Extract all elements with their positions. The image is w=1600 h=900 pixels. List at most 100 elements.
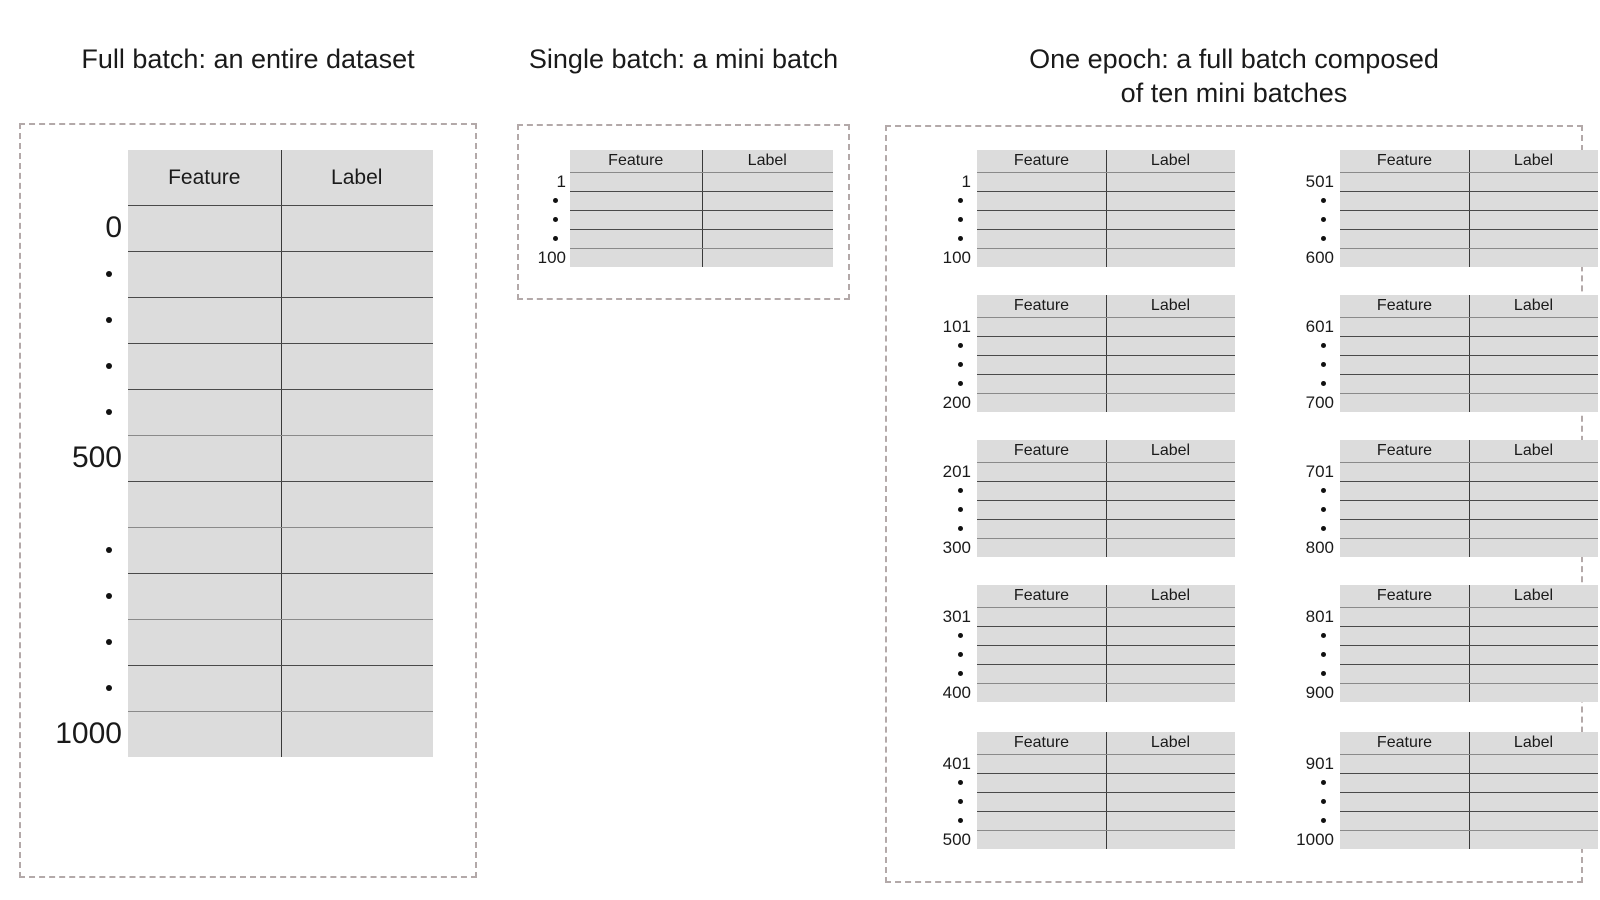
table-body-mini-batch: Feature Label (1340, 585, 1598, 702)
row-index-dot (1278, 229, 1334, 248)
table-row (1340, 355, 1598, 374)
column-header-feature: Feature (168, 165, 241, 189)
row-index-value: 501 (1305, 171, 1334, 191)
table-row (1340, 248, 1598, 267)
row-index-dot (40, 665, 122, 711)
row-index-label: 400 (915, 683, 971, 702)
row-index-label: 401 (915, 754, 971, 773)
row-label-column-mini-batch: 601 700 (1278, 295, 1334, 412)
mini-batch-table: 901 1000 Feature Label (1296, 732, 1598, 849)
column-header-label: Label (1150, 587, 1191, 604)
row-label-column-mini-batch: 1 100 (915, 150, 971, 267)
table-row (977, 248, 1235, 267)
row-index-value: 201 (942, 461, 971, 481)
row-index-dot (915, 626, 971, 645)
row-label-column-mini-batch: 101 200 (915, 295, 971, 412)
row-index-blank (915, 295, 971, 317)
cell-label (1469, 520, 1598, 538)
cell-label (1106, 812, 1235, 830)
cell-label (1469, 192, 1598, 210)
cell-feature (570, 230, 702, 248)
table-row (1340, 336, 1598, 355)
cell-label (281, 298, 434, 343)
dot-icon (1321, 799, 1326, 804)
table-row (128, 573, 433, 619)
row-index-label: 1 (510, 172, 566, 191)
row-index-value: 100 (942, 247, 971, 267)
row-index-label: 200 (915, 393, 971, 412)
dot-icon (1321, 507, 1326, 512)
table-row (977, 519, 1235, 538)
cell-feature (570, 192, 702, 210)
cell-label (1469, 831, 1598, 849)
cell-feature (1340, 684, 1469, 702)
table-row (977, 500, 1235, 519)
row-index-blank (1278, 585, 1334, 607)
cell-feature (977, 646, 1106, 664)
cell-feature (977, 249, 1106, 267)
group-box-full-batch (19, 123, 477, 878)
table-row (1340, 481, 1598, 500)
row-index-label: 601 (1278, 317, 1334, 336)
row-index-blank (1278, 732, 1334, 754)
cell-label (702, 230, 834, 248)
cell-feature (128, 712, 281, 757)
cell-feature (1340, 608, 1469, 626)
row-index-label: 100 (510, 248, 566, 267)
cell-feature (977, 684, 1106, 702)
cell-label (1106, 337, 1235, 355)
row-index-value: 500 (71, 441, 122, 474)
table-row (570, 191, 833, 210)
table-header-row: Feature Label (570, 150, 833, 172)
row-index-label: 901 (1278, 754, 1334, 773)
cell-feature (1340, 356, 1469, 374)
cell-label (1106, 192, 1235, 210)
table-row (977, 229, 1235, 248)
table-row (1340, 754, 1598, 773)
cell-feature (977, 211, 1106, 229)
row-index-value: 401 (942, 753, 971, 773)
row-index-dot (40, 297, 122, 343)
table-row (977, 355, 1235, 374)
row-index-dot (40, 619, 122, 665)
cell-feature (128, 252, 281, 297)
row-index-value: 1000 (1296, 829, 1334, 849)
cell-label (281, 344, 434, 389)
dot-icon (958, 671, 963, 676)
dot-icon (1321, 671, 1326, 676)
cell-label (1106, 394, 1235, 412)
table-row (977, 664, 1235, 683)
table-header-row: Feature Label (977, 295, 1235, 317)
cell-feature (128, 390, 281, 435)
row-label-column-full-batch: 0 500 1000 (40, 150, 122, 757)
row-index-blank (1278, 295, 1334, 317)
cell-label (1469, 665, 1598, 683)
table-row (977, 607, 1235, 626)
dot-icon (1321, 780, 1326, 785)
dot-icon (106, 271, 112, 277)
dot-icon (106, 685, 112, 691)
row-index-label: 201 (915, 462, 971, 481)
dot-icon (1321, 526, 1326, 531)
table-row (977, 773, 1235, 792)
row-index-label: 1000 (40, 711, 122, 757)
dot-icon (1321, 217, 1326, 222)
cell-feature (1340, 375, 1469, 393)
cell-label (1469, 812, 1598, 830)
cell-label (1106, 356, 1235, 374)
panel-title-full-batch: Full batch: an entire dataset (81, 44, 415, 74)
group-box-single-batch (517, 124, 850, 300)
cell-label (1106, 755, 1235, 773)
dot-icon (106, 363, 112, 369)
cell-feature (1340, 318, 1469, 336)
dot-icon (958, 652, 963, 657)
cell-label (1469, 249, 1598, 267)
cell-feature (977, 375, 1106, 393)
cell-feature (128, 206, 281, 251)
table-row (977, 754, 1235, 773)
table-body-mini-batch: Feature Label (1340, 295, 1598, 412)
row-index-value: 801 (1305, 606, 1334, 626)
cell-label (1469, 463, 1598, 481)
cell-label (1469, 482, 1598, 500)
cell-feature (977, 230, 1106, 248)
